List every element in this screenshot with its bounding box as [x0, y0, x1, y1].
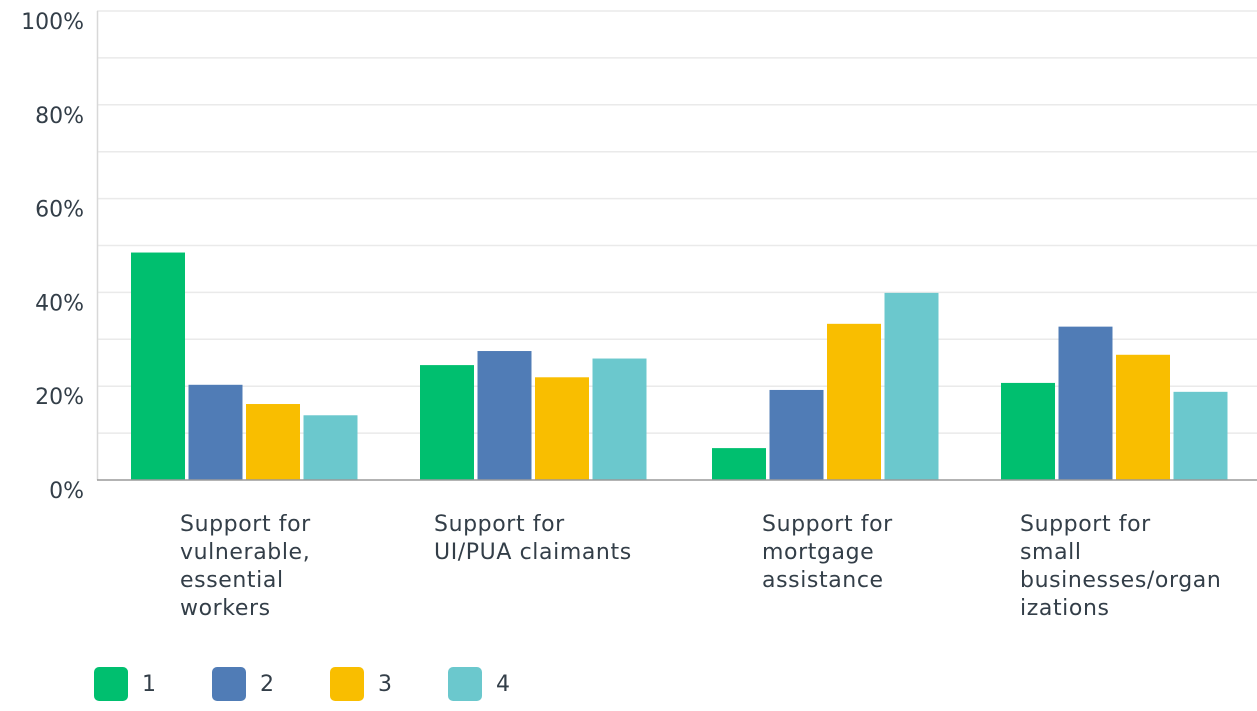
y-tick-label: 60%: [35, 198, 84, 223]
bar: [827, 323, 881, 480]
bar: [131, 252, 185, 480]
legend-item: 3: [330, 667, 392, 701]
legend-label: 2: [260, 671, 274, 697]
bar: [1001, 382, 1055, 480]
bar: [884, 292, 939, 480]
bar: [303, 415, 358, 480]
bar: [535, 377, 589, 480]
bar: [1058, 326, 1113, 480]
legend-swatch: [212, 667, 246, 701]
legend-item: 1: [94, 667, 156, 701]
legend-label: 1: [142, 671, 156, 697]
category-label: Support for UI/PUA claimants: [434, 512, 632, 565]
bar: [1116, 354, 1170, 480]
legend-swatch: [330, 667, 364, 701]
legend: 1 2 3 4: [94, 666, 566, 702]
legend-label: 4: [496, 671, 510, 697]
legend-swatch: [94, 667, 128, 701]
legend-swatch: [448, 667, 482, 701]
bar: [188, 384, 243, 480]
y-tick-label: 80%: [35, 104, 84, 129]
y-axis-ticks: 0% 20% 40% 60% 80% 100%: [21, 10, 84, 504]
category-label: Support for vulnerable, essential worker…: [180, 512, 311, 621]
y-tick-label: 40%: [35, 291, 84, 316]
category-label: Support for mortgage assistance: [762, 512, 893, 593]
y-tick-label: 20%: [35, 385, 84, 410]
bar: [712, 448, 766, 480]
category-label: Support for small businesses/organ izati…: [1020, 512, 1222, 621]
bar: [769, 389, 824, 480]
y-tick-label: 100%: [21, 10, 84, 35]
legend-item: 4: [448, 667, 510, 701]
bar: [592, 358, 647, 480]
bar: [1173, 391, 1228, 480]
bar: [477, 351, 532, 480]
legend-item: 2: [212, 667, 274, 701]
bars: [131, 252, 1228, 480]
y-tick-label: 0%: [49, 479, 84, 504]
bar: [246, 404, 300, 480]
bar: [420, 365, 474, 480]
grid-lines: [97, 10, 1257, 434]
legend-label: 3: [378, 671, 392, 697]
